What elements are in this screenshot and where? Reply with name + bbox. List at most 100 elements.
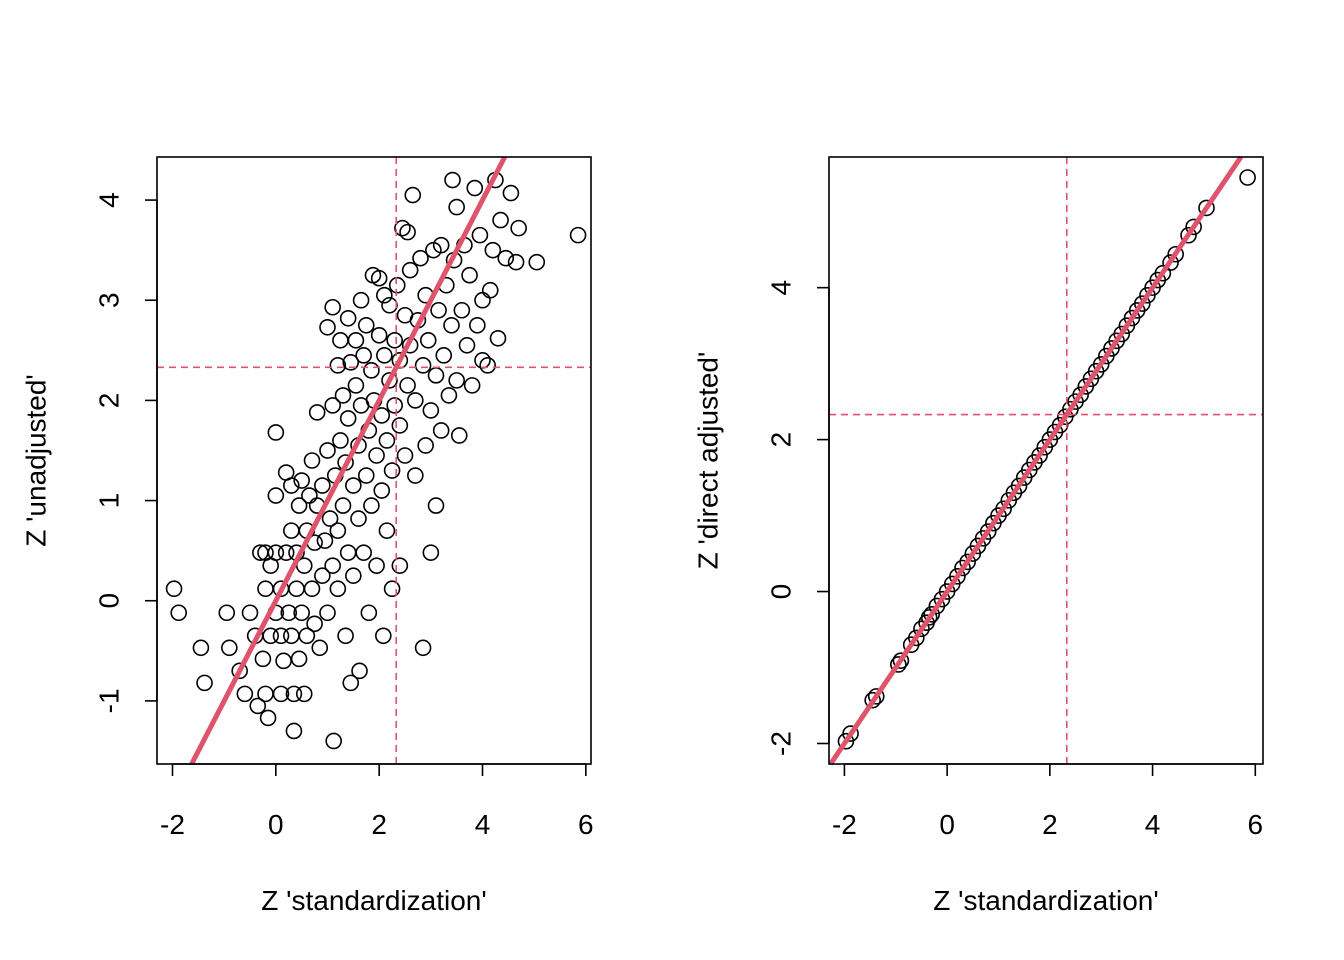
data-point: [301, 487, 318, 504]
data-point: [502, 184, 520, 202]
data-point: [368, 557, 385, 574]
data-point: [376, 286, 393, 304]
data-point: [347, 332, 365, 349]
data-point: [368, 447, 385, 464]
data-point: [374, 627, 392, 645]
data-point: [345, 477, 362, 494]
y-axis-title: Z 'unadjusted': [21, 374, 52, 547]
data-point: [272, 627, 290, 645]
x-axis-title: Z 'standardization': [261, 885, 486, 916]
data-point: [196, 674, 213, 692]
data-point: [489, 329, 507, 347]
data-point: [422, 544, 440, 561]
plot-frame: [156, 156, 592, 765]
data-point: [293, 604, 310, 622]
data-point: [345, 567, 362, 584]
data-point: [407, 467, 424, 484]
data-point: [386, 397, 403, 414]
fit-line: [189, 155, 507, 766]
panel-direct-adjusted: -2 0 2 4 6 -2 0 2 4 Z 'standardization' Z 'direct …: [693, 155, 1264, 916]
data-point: [350, 510, 367, 527]
data-point: [890, 656, 907, 673]
data-point: [342, 674, 360, 692]
points-group: [165, 171, 587, 750]
data-point: [923, 606, 941, 623]
data-point: [1239, 169, 1256, 186]
data-point: [422, 402, 440, 419]
data-point: [303, 452, 321, 469]
panel-unadjusted: -2 0 2 4 6 -1 0 1 2 3 4 Z 'standardization' Z 'unadj…: [21, 155, 594, 916]
x-tick-label: 6: [1248, 809, 1264, 840]
data-point: [311, 639, 329, 657]
data-point: [1051, 416, 1069, 434]
data-point: [463, 377, 481, 394]
data-point: [324, 557, 341, 574]
data-point: [419, 332, 437, 349]
data-point: [959, 553, 976, 571]
y-tick-label: 2: [94, 393, 125, 409]
data-point: [334, 497, 352, 514]
data-point: [319, 604, 336, 622]
x-axis-title: Z 'standardization': [933, 885, 1158, 916]
data-point: [1010, 477, 1028, 495]
data-point: [1031, 447, 1048, 464]
y-tick-label: 4: [94, 192, 125, 208]
data-point: [254, 650, 272, 668]
data-point: [474, 291, 491, 309]
data-point: [288, 580, 305, 598]
data-point: [314, 567, 331, 584]
data-point: [267, 544, 285, 561]
data-point: [236, 685, 254, 703]
data-point: [954, 559, 971, 577]
data-point: [949, 568, 966, 585]
data-point: [569, 226, 587, 244]
data-point: [165, 580, 183, 598]
data-point: [391, 557, 409, 574]
data-point: [1154, 264, 1172, 282]
data-point: [357, 316, 375, 334]
data-point: [339, 544, 357, 561]
data-point: [864, 691, 881, 709]
data-point: [444, 171, 461, 189]
data-point: [1092, 356, 1110, 373]
data-point: [440, 387, 458, 404]
data-point: [1185, 218, 1202, 236]
x-tick-label: 4: [1145, 809, 1161, 840]
data-point: [412, 249, 429, 267]
data-point: [391, 417, 409, 434]
data-point: [458, 337, 476, 354]
data-point: [347, 377, 365, 394]
data-point: [510, 219, 527, 237]
data-point: [1167, 245, 1184, 263]
data-point: [386, 332, 403, 349]
y-axis-title: Z 'direct adjusted': [693, 352, 724, 570]
data-point: [388, 276, 406, 294]
data-point: [1072, 386, 1089, 404]
data-point: [466, 179, 484, 197]
data-point: [443, 316, 460, 334]
data-point: [290, 650, 308, 668]
data-point: [381, 372, 398, 389]
data-point: [332, 332, 349, 349]
data-point: [316, 532, 334, 549]
data-point: [448, 372, 465, 389]
data-point: [295, 557, 313, 574]
data-point: [383, 580, 401, 598]
data-point: [370, 326, 388, 344]
data-point: [283, 477, 300, 494]
data-point: [221, 639, 238, 657]
data-point: [283, 627, 300, 645]
y-tick-label: 4: [766, 280, 797, 296]
data-point: [404, 186, 422, 204]
data-point: [394, 219, 411, 237]
data-point: [249, 697, 267, 715]
data-point: [283, 522, 300, 539]
x-tick-label: 0: [939, 809, 955, 840]
data-point: [267, 424, 285, 441]
data-point: [334, 387, 352, 404]
data-point: [867, 688, 885, 705]
data-point: [257, 580, 274, 598]
data-point: [259, 709, 277, 727]
data-point: [267, 487, 285, 504]
